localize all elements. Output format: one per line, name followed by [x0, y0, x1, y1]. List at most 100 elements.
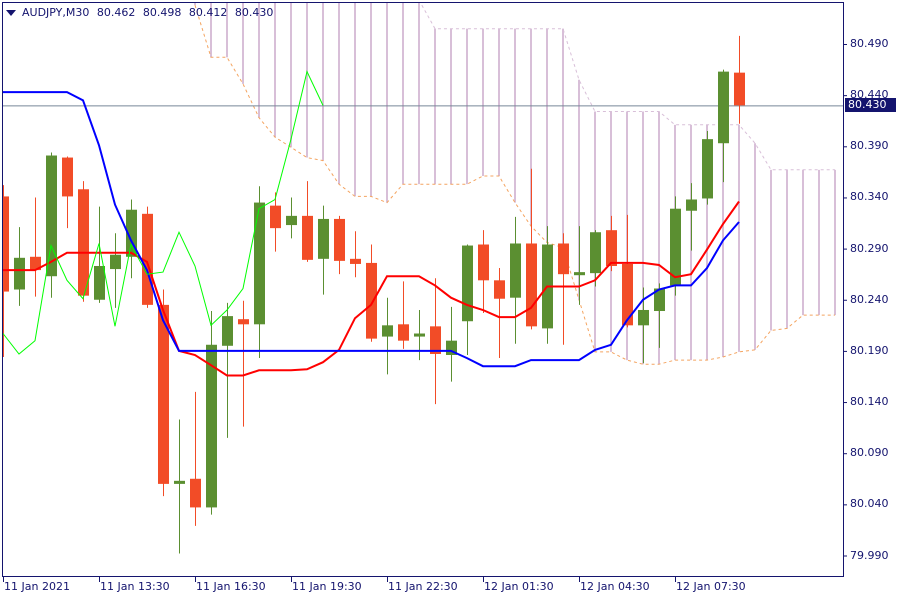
candle-body — [654, 288, 665, 312]
time-label: 12 Jan 01:30 — [484, 580, 554, 593]
price-label: 80.140 — [850, 395, 889, 409]
bull-candle — [702, 130, 713, 205]
candle-body — [254, 202, 265, 325]
bull-candle — [414, 309, 425, 361]
dropdown-triangle-icon[interactable] — [6, 9, 16, 16]
bull-candle — [286, 197, 297, 239]
bear-candle — [606, 215, 617, 272]
bull-candle — [46, 152, 57, 298]
bull-candle — [462, 244, 473, 355]
candle-body — [2, 196, 9, 292]
candle-body — [510, 243, 521, 298]
candle-body — [638, 309, 649, 326]
bull-candle — [318, 205, 329, 295]
bear-candle — [158, 289, 169, 497]
bear-candle — [302, 181, 313, 262]
candle-body — [302, 215, 313, 260]
bull-candle — [206, 311, 217, 515]
low-value: 80.412 — [188, 6, 228, 19]
bear-candle — [494, 268, 505, 359]
bull-candle — [718, 69, 729, 183]
indicator-lines — [2, 70, 740, 377]
candle-body — [622, 263, 633, 326]
bear-candle — [734, 35, 745, 124]
candles — [2, 35, 745, 554]
bull-candle — [654, 283, 665, 348]
time-label: 11 Jan 16:30 — [196, 580, 266, 593]
bear-candle — [334, 215, 345, 275]
price-label: 80.390 — [850, 139, 889, 153]
time-label: 12 Jan 07:30 — [676, 580, 746, 593]
time-label: 11 Jan 22:30 — [388, 580, 458, 593]
candle-body — [286, 215, 297, 226]
candle-body — [238, 319, 249, 325]
bull-candle — [174, 419, 185, 554]
candle-body — [174, 480, 185, 484]
candle-body — [462, 245, 473, 322]
symbol-timeframe: AUDJPY,M30 — [22, 6, 90, 19]
candle-body — [494, 280, 505, 299]
bull-candle — [14, 227, 25, 306]
candle-body — [190, 478, 201, 508]
time-label: 11 Jan 13:30 — [100, 580, 170, 593]
price-label: 80.490 — [850, 37, 889, 50]
candle-body — [366, 262, 377, 339]
candle-body — [590, 232, 601, 274]
candle-body — [222, 316, 233, 346]
bull-candle — [110, 233, 121, 308]
current-price-label: 80.430 — [845, 98, 896, 113]
candle-body — [686, 199, 697, 211]
candle-body — [318, 218, 329, 259]
candle-body — [350, 258, 361, 264]
price-label: 80.040 — [850, 497, 889, 511]
candle-body — [430, 326, 441, 354]
bull-candle — [382, 297, 393, 375]
chikou-span-line — [2, 70, 324, 355]
candle-body — [30, 256, 41, 271]
candle-body — [126, 209, 137, 257]
bull-candle — [590, 230, 601, 287]
bear-candle — [78, 181, 89, 302]
bear-candle — [526, 168, 537, 330]
time-label: 12 Jan 04:30 — [580, 580, 650, 593]
bull-candle — [574, 226, 585, 305]
bear-candle — [366, 244, 377, 342]
candle-body — [718, 71, 729, 144]
price-label: 80.190 — [850, 343, 889, 357]
candle-body — [142, 213, 153, 305]
bear-candle — [238, 300, 249, 427]
bear-candle — [2, 185, 9, 358]
bear-candle — [622, 214, 633, 328]
price-label: 80.340 — [850, 190, 889, 204]
price-label: 80.440 — [850, 88, 889, 102]
candle-body — [398, 324, 409, 341]
plot-frame — [2, 2, 844, 577]
candle-body — [382, 325, 393, 337]
bear-candle — [398, 281, 409, 349]
candle-body — [46, 155, 57, 277]
open-value: 80.462 — [96, 6, 136, 19]
ichimoku-cloud — [194, 2, 836, 365]
candle-body — [606, 230, 617, 266]
bull-candle — [94, 206, 105, 303]
candle-body — [478, 244, 489, 281]
time-label: 11 Jan 2021 — [4, 580, 70, 593]
candle-body — [94, 265, 105, 300]
tenkan-sen-line — [3, 200, 740, 377]
candle-body — [558, 243, 569, 275]
candle-body — [110, 254, 121, 270]
header-values: AUDJPY,M30 80.462 80.498 80.412 80.430 — [22, 6, 277, 19]
bear-candle — [350, 231, 361, 278]
bear-candle — [190, 391, 201, 526]
candle-body — [414, 333, 425, 337]
candle-body — [158, 304, 169, 484]
candle-body — [526, 243, 537, 327]
candle-body — [702, 139, 713, 199]
bull-candle — [542, 226, 553, 344]
candle-body — [78, 189, 89, 296]
chart-header: AUDJPY,M30 80.462 80.498 80.412 80.430 — [6, 6, 277, 19]
candle-body — [574, 272, 585, 276]
candle-body — [670, 208, 681, 286]
axis-ticks — [3, 44, 847, 582]
